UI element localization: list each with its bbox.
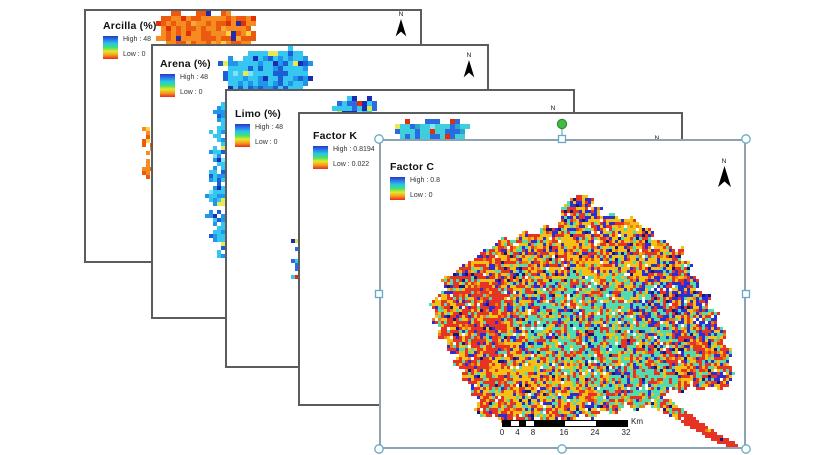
selection-handle-bottom-right[interactable] [741, 444, 751, 454]
legend-title-factor-c: Factor C [390, 161, 435, 173]
legend-title-arcilla: Arcilla (%) [103, 20, 157, 32]
selection-handle-mid-left[interactable] [374, 289, 384, 299]
legend-color-ramp [313, 146, 328, 169]
selection-handle-bottom-left[interactable] [374, 444, 384, 454]
north-arrow-icon [395, 19, 407, 37]
north-arrow: N [392, 11, 410, 37]
selection-handle-mid-right[interactable] [741, 289, 751, 299]
legend-color-ramp [103, 36, 118, 59]
legend-color-ramp [390, 177, 405, 200]
legend-high-label: High : 0.8194 [333, 146, 375, 153]
legend-title-limo: Limo (%) [235, 108, 281, 120]
north-label: N [550, 105, 556, 112]
selection-handle-top-left[interactable] [374, 134, 384, 144]
north-arrow-icon [463, 60, 475, 78]
legend-low-label: Low : 0 [180, 89, 203, 96]
legend-high-label: High : 48 [255, 124, 284, 131]
map-raster-factor-c [429, 195, 738, 447]
north-label: N [398, 11, 404, 18]
legend-low-label: Low : 0 [255, 139, 278, 146]
scale-bar-unit: Km [631, 417, 643, 426]
legend-arcilla: Arcilla (%) High : 48 Low : 0 [103, 20, 157, 59]
scale-bar [502, 420, 628, 427]
selection-handle-top-right[interactable] [741, 134, 751, 144]
legend-factor-k: Factor K High : 0.8194 Low : 0.022 [313, 130, 375, 169]
north-arrow-icon [717, 166, 731, 188]
map-frame-factor-c[interactable]: Factor C High : 0.8 Low : 0 N 0 4 8 16 24 32 … [379, 139, 746, 449]
legend-low-label: Low : 0.022 [333, 161, 370, 168]
legend-low-label: Low : 0 [123, 51, 146, 58]
legend-color-ramp [160, 74, 175, 97]
north-label: N [721, 158, 727, 165]
scale-bar-labels: 0 4 8 16 24 32 [499, 428, 631, 437]
legend-limo: Limo (%) High : 48 Low : 0 [235, 108, 283, 147]
legend-high-label: High : 0.8 [410, 177, 440, 184]
selection-handle-bottom-center[interactable] [557, 444, 567, 454]
rotation-handle[interactable] [556, 118, 568, 130]
legend-title-factor-k: Factor K [313, 130, 358, 142]
north-label: N [655, 135, 660, 142]
legend-color-ramp [235, 124, 250, 147]
north-arrow: N [715, 158, 733, 188]
north-label: N [466, 52, 472, 59]
legend-high-label: High : 48 [123, 36, 152, 43]
legend-low-label: Low : 0 [410, 192, 433, 199]
legend-high-label: High : 48 [180, 74, 209, 81]
selection-handle-top-center[interactable] [557, 134, 567, 144]
legend-title-arena: Arena (%) [160, 58, 211, 70]
legend-arena: Arena (%) High : 48 Low : 0 [160, 58, 211, 97]
legend-factor-c: Factor C High : 0.8 Low : 0 [390, 161, 440, 200]
north-arrow: N [460, 52, 478, 78]
